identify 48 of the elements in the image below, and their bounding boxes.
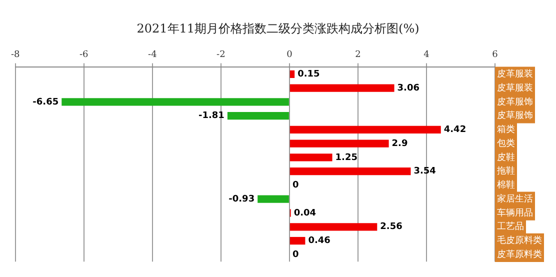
y-tick-label: 皮草服饰 (497, 110, 533, 122)
data-label: -1.81 (198, 111, 224, 122)
bar (290, 154, 332, 162)
y-tick-label: 皮革服装 (497, 68, 533, 80)
data-label: 0.46 (308, 236, 330, 246)
x-tick-label: -8 (10, 50, 20, 60)
x-tick-label: 6 (492, 50, 498, 60)
bar (62, 98, 289, 106)
data-label: 2.56 (380, 222, 402, 232)
data-label: -0.93 (228, 194, 255, 204)
bar (290, 70, 295, 78)
y-tick-label: 皮革服饰 (497, 96, 533, 108)
y-tick-label: 皮革原料类 (497, 249, 542, 260)
y-tick-label: 工艺品 (497, 221, 524, 232)
x-tick-label: 0 (286, 50, 293, 60)
data-label: 0.04 (294, 208, 316, 218)
y-tick-label: 家居生活 (497, 193, 533, 204)
bar (290, 84, 394, 92)
y-tick-label: 棉鞋 (497, 180, 515, 191)
x-tick-label: -6 (80, 50, 89, 60)
bar (258, 195, 289, 203)
data-label: 4.42 (444, 125, 466, 136)
data-label: 2.9 (392, 138, 408, 149)
y-tick-label: 车辆用品 (497, 207, 533, 218)
x-tick-label: 2 (355, 50, 361, 60)
data-label: 3.06 (397, 83, 420, 94)
bar (290, 236, 306, 245)
y-tick-label: 毛皮原料类 (497, 235, 542, 246)
data-label: 3.54 (414, 166, 436, 177)
y-tick-label: 箱类 (497, 124, 515, 136)
x-tick-label: 4 (424, 50, 430, 60)
bar (290, 168, 411, 176)
x-tick-label: -2 (216, 50, 226, 60)
data-label: 0.15 (298, 69, 320, 80)
bar (227, 112, 289, 120)
bar (290, 140, 389, 148)
y-tick-label: 皮鞋 (497, 152, 515, 163)
data-label: 0 (292, 250, 299, 260)
y-tick-label: 包类 (497, 138, 515, 149)
data-label: -6.65 (32, 97, 59, 108)
y-tick-label: 拖鞋 (496, 166, 515, 177)
data-label: 0 (292, 180, 299, 191)
chart-title: 2021年11期月价格指数二级分类涨跌构成分析图(%) (136, 21, 420, 36)
bar (290, 223, 378, 231)
bar (290, 126, 441, 134)
y-tick-label: 皮草服装 (497, 82, 533, 94)
x-tick-label: -4 (148, 50, 158, 60)
data-label: 1.25 (335, 152, 358, 163)
